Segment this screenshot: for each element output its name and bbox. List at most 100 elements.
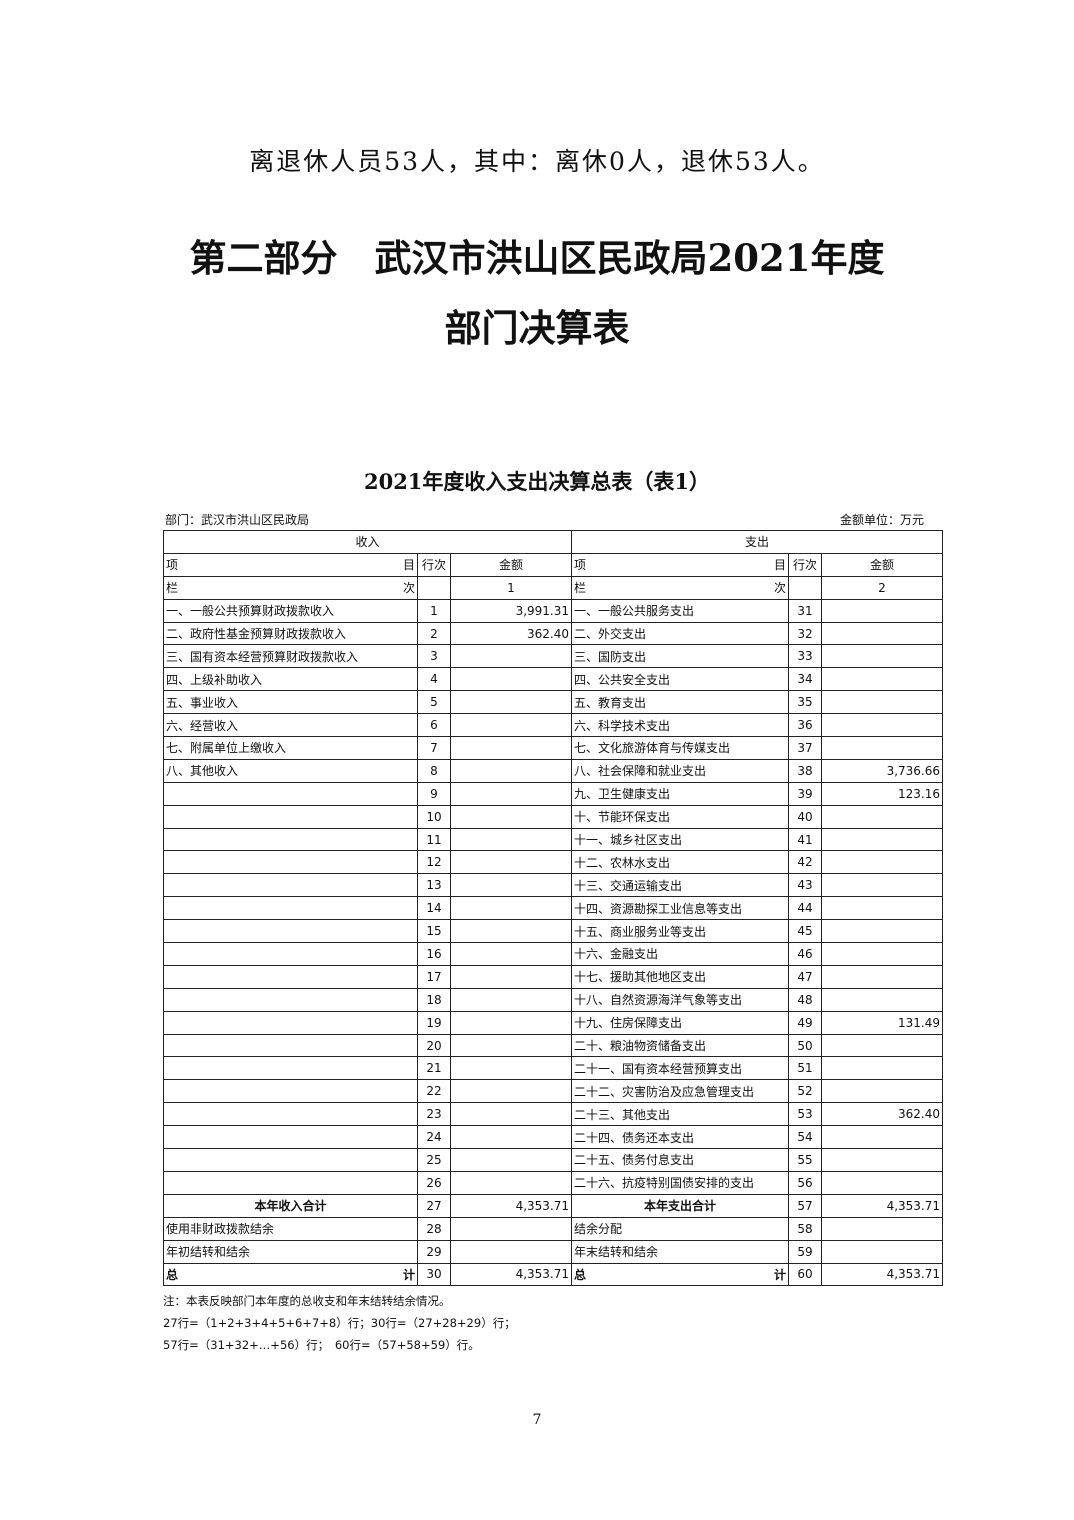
income-item [163,1010,418,1035]
row-number: 26 [417,1170,451,1195]
income-amount [450,1010,572,1035]
expense-item: 本年支出合计 [571,1193,789,1218]
row-number: 48 [788,987,822,1012]
expense-item: 十七、援助其他地区支出 [571,964,789,989]
expense-amount [821,1033,943,1058]
income-item: 二、政府性基金预算财政拨款收入 [163,621,418,646]
column-label: 栏次 [163,575,418,600]
note-line: 57行=（31+32+…+56）行； 60行=（57+58+59）行。 [163,1338,480,1352]
expense-amount: 3,736.66 [821,758,943,783]
income-item [163,781,418,806]
row-number: 37 [788,736,822,760]
row-number: 5 [417,690,451,715]
expense-item: 二十三、其他支出 [571,1102,789,1127]
table-row: 26 二十六、抗疫特别国债安排的支出 56 [163,1170,943,1195]
table-row: 16 十六、金融支出 46 [163,942,943,966]
row-number: 40 [788,804,822,829]
total-label: 总计 [163,1262,418,1287]
total-label: 总计 [571,1262,789,1287]
table-row: 11 十一、城乡社区支出 41 [163,827,943,852]
expense-item: 十六、金融支出 [571,942,789,966]
expense-amount [821,919,943,944]
row-number: 7 [417,736,451,760]
row-number: 11 [417,827,451,852]
table-row: 25 二十五、债务付息支出 55 [163,1148,943,1172]
table-row: 12 十二、农林水支出 42 [163,850,943,875]
income-amount [450,987,572,1012]
income-amount: 4,353.71 [450,1193,572,1218]
expense-item: 十二、农林水支出 [571,850,789,875]
table-row: 14 十四、资源勘探工业信息等支出 44 [163,896,943,921]
table-row: 五、事业收入 5 五、教育支出 35 [163,690,943,715]
row-number: 34 [788,667,822,692]
income-header: 收入 [163,530,572,554]
income-amount [450,896,572,921]
income-item [163,1033,418,1058]
expense-col-index: 2 [821,575,943,600]
row-number: 25 [417,1148,451,1172]
table-notes: 注：本表反映部门本年度的总收支和年末结转结余情况。 27行=（1+2+3+4+5… [163,1290,516,1356]
income-item [163,1170,418,1195]
income-item [163,919,418,944]
income-amount [450,1102,572,1127]
income-item [163,827,418,852]
row-number: 14 [417,896,451,921]
subtotal-row: 本年收入合计 27 4,353.71 本年支出合计 57 4,353.71 [163,1193,943,1218]
income-amount [450,942,572,966]
income-col-index: 1 [450,575,572,600]
page-number: 7 [532,1412,542,1428]
row-number: 18 [417,987,451,1012]
row-number: 46 [788,942,822,966]
expense-amount [821,598,943,623]
row-number: 32 [788,621,822,646]
note-line: 27行=（1+2+3+4+5+6+7+8）行；30行=（27+28+29）行； [163,1316,516,1330]
row-number: 27 [417,1193,451,1218]
table-row: 10 十、节能环保支出 40 [163,804,943,829]
income-amount [450,1033,572,1058]
expense-amount [821,621,943,646]
income-item [163,987,418,1012]
row-number: 58 [788,1216,822,1241]
expense-item: 十八、自然资源海洋气象等支出 [571,987,789,1012]
row-number: 8 [417,758,451,783]
expense-item: 十、节能环保支出 [571,804,789,829]
row-number: 6 [417,713,451,738]
table-row: 六、经营收入 6 六、科学技术支出 36 [163,713,943,738]
income-amount [450,1125,572,1150]
income-amount [450,873,572,898]
table-group-header: 收入 支出 [163,530,943,554]
table-row: 13 十三、交通运输支出 43 [163,873,943,898]
row-number: 28 [417,1216,451,1241]
income-item [163,1148,418,1172]
table-row: 23 二十三、其他支出 53 362.40 [163,1102,943,1127]
item-header: 项目 [571,552,789,577]
expense-item: 二十、粮油物资储备支出 [571,1033,789,1058]
income-amount [450,804,572,829]
expense-amount [821,896,943,921]
table-row: 22 二十二、灾害防治及应急管理支出 52 [163,1079,943,1104]
expense-item: 十一、城乡社区支出 [571,827,789,852]
row-number: 3 [417,644,451,669]
income-item: 年初结转和结余 [163,1239,418,1264]
row-number: 59 [788,1239,822,1264]
expense-item: 结余分配 [571,1216,789,1241]
item-header: 项目 [163,552,418,577]
income-item: 五、事业收入 [163,690,418,715]
expense-item: 五、教育支出 [571,690,789,715]
row-number: 12 [417,850,451,875]
amount: 4,353.71 [821,1262,943,1287]
expense-amount [821,736,943,760]
row-number: 1 [417,598,451,623]
table-row: 9 九、卫生健康支出 39 123.16 [163,781,943,806]
row-number: 21 [417,1056,451,1081]
column-index-row: 栏次 1 栏次 2 [163,575,943,600]
expense-item: 二十六、抗疫特别国债安排的支出 [571,1170,789,1195]
row-number: 53 [788,1102,822,1127]
row-number: 22 [417,1079,451,1104]
income-item [163,850,418,875]
row-number: 43 [788,873,822,898]
income-item: 八、其他收入 [163,758,418,783]
note-line: 注：本表反映部门本年度的总收支和年末结转结余情况。 [163,1294,451,1308]
budget-table: 收入 支出 项目 行次 金额 项目 行次 金额 栏次 1 栏次 2 一、一般公共… [163,530,943,1287]
row-number: 17 [417,964,451,989]
